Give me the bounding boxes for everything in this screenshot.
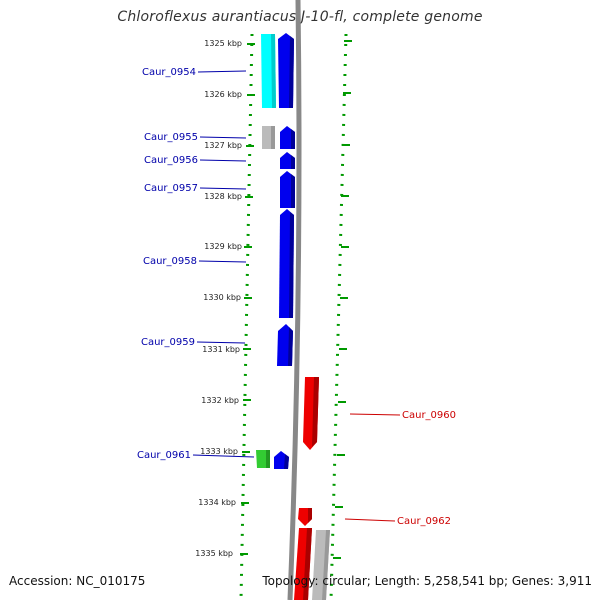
- cyan-feature-shade: [271, 34, 276, 108]
- tick-label: 1335 kbp: [195, 549, 233, 558]
- gene-label-caur-0960[interactable]: Caur_0960: [402, 410, 456, 421]
- green-feature-shade: [266, 450, 270, 468]
- gene-label-caur-0962[interactable]: Caur_0962: [397, 516, 451, 527]
- scale-ticks: 1325 kbp 1326 kbp 1327 kbp 1328 kbp 1329…: [195, 39, 352, 559]
- gray-feature-shade: [322, 530, 330, 600]
- gene-labels: Caur_0954 Caur_0955 Caur_0956 Caur_0957 …: [137, 67, 456, 527]
- genome-backbone: [287, 0, 302, 600]
- tick-label: 1330 kbp: [203, 293, 241, 302]
- tick-label: 1334 kbp: [198, 498, 236, 507]
- tick-label: 1326 kbp: [204, 90, 242, 99]
- gene-label-caur-0961[interactable]: Caur_0961: [137, 450, 191, 461]
- track-features: [256, 34, 330, 600]
- gene-label-caur-0958[interactable]: Caur_0958: [143, 256, 197, 267]
- topology-info: Topology: circular; Length: 5,258,541 bp…: [262, 574, 592, 588]
- gene-label-caur-0957[interactable]: Caur_0957: [144, 183, 198, 194]
- tick-label: 1329 kbp: [204, 242, 242, 251]
- forward-genes: [274, 33, 295, 469]
- accession-info: Accession: NC_010175: [9, 574, 146, 588]
- gene-label-caur-0956[interactable]: Caur_0956: [144, 155, 198, 166]
- tick-label: 1332 kbp: [201, 396, 239, 405]
- left-dot-track: [239, 33, 254, 600]
- tick-label: 1327 kbp: [204, 141, 242, 150]
- tick-label: 1333 kbp: [200, 447, 238, 456]
- reverse-genes: [294, 377, 319, 600]
- gene-label-caur-0959[interactable]: Caur_0959: [141, 337, 195, 348]
- gene-label-caur-0954[interactable]: Caur_0954: [142, 67, 196, 78]
- gene-label-caur-0955[interactable]: Caur_0955: [144, 132, 198, 143]
- tick-label: 1328 kbp: [204, 192, 242, 201]
- gray-feature-shade: [271, 126, 275, 149]
- tick-label: 1325 kbp: [204, 39, 242, 48]
- right-dot-track: [329, 33, 348, 600]
- tick-label: 1331 kbp: [202, 345, 240, 354]
